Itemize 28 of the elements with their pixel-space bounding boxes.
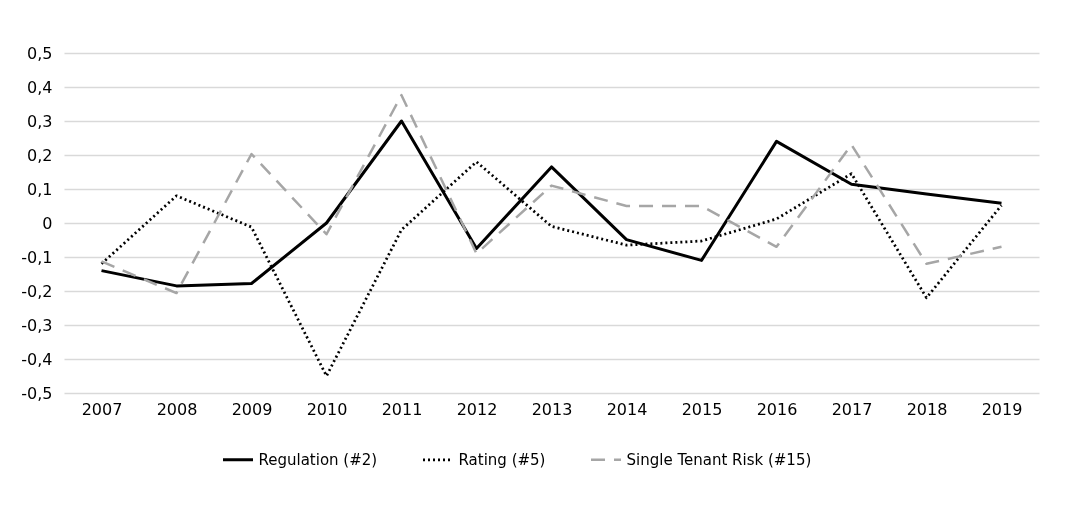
x-tick-label: 2018 [906, 399, 948, 419]
x-tick-label: 2017 [831, 399, 873, 419]
x-tick-label: 2007 [81, 399, 123, 419]
y-tick-label: 0,1 [27, 179, 53, 199]
x-tick-label: 2008 [156, 399, 198, 419]
y-tick-label: -0,4 [21, 349, 53, 369]
y-tick-label: -0,2 [21, 281, 53, 301]
x-tick-label: 2013 [531, 399, 573, 419]
legend-label: Rating (#5) [458, 450, 546, 469]
y-tick-label: 0,2 [27, 145, 53, 165]
x-tick-label: 2014 [606, 399, 648, 419]
y-tick-label: -0,5 [21, 383, 53, 403]
legend-label: Single Tenant Risk (#15) [626, 450, 812, 469]
y-tick-label: 0,3 [27, 111, 53, 131]
y-tick-label: 0,5 [27, 43, 53, 63]
legend-label: Regulation (#2) [258, 450, 378, 469]
y-tick-label: -0,1 [21, 247, 53, 267]
x-tick-label: 2012 [456, 399, 498, 419]
y-tick-label: 0 [42, 213, 53, 233]
x-tick-label: 2015 [681, 399, 723, 419]
line-series [100, 93, 1003, 295]
y-tick-label: 0,4 [27, 77, 53, 97]
x-tick-label: 2019 [981, 399, 1023, 419]
x-tick-label: 2010 [306, 399, 348, 419]
x-tick-label: 2009 [231, 399, 273, 419]
x-tick-label: 2011 [381, 399, 423, 419]
x-tick-label: 2016 [756, 399, 798, 419]
y-tick-label: -0,3 [21, 315, 53, 335]
